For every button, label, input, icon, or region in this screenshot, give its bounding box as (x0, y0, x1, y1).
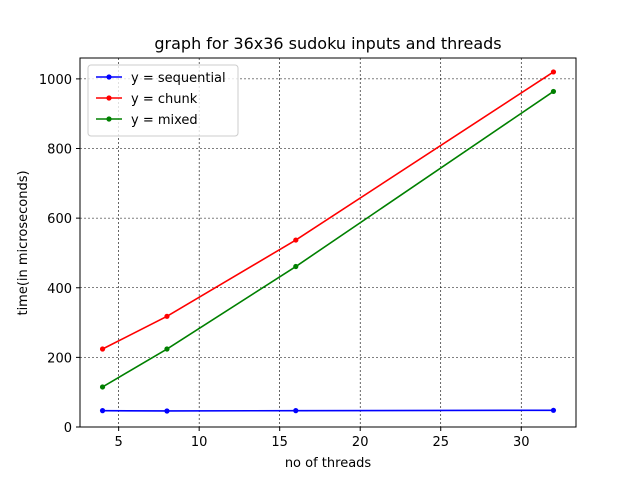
data-point-chunk (550, 69, 557, 75)
legend-label-chunk: y = chunk (131, 92, 198, 107)
y-tick-label: 400 (47, 282, 72, 297)
legend-box (87, 64, 239, 137)
x-tick-label: 25 (432, 435, 449, 450)
legend-marker-mixed (106, 116, 112, 122)
chart-title: graph for 36x36 sudoku inputs and thread… (154, 34, 501, 53)
x-tick-label: 20 (352, 435, 369, 450)
data-point-chunk (164, 313, 170, 319)
x-tick-label: 30 (513, 435, 530, 450)
y-axis-label: time(in microseconds) (16, 170, 31, 315)
series-line-sequential (102, 409, 554, 412)
data-point-sequential (293, 408, 299, 414)
y-tick-label: 0 (64, 421, 72, 436)
legend-marker-chunk (106, 95, 112, 101)
plot-frame (79, 57, 577, 428)
x-tick-label: 10 (191, 435, 208, 450)
legend-label-mixed: y = mixed (131, 113, 198, 128)
data-point-mixed (164, 346, 170, 352)
x-tick-label: 5 (115, 435, 123, 450)
x-tick-label: 15 (271, 435, 288, 450)
series-line-chunk (102, 71, 554, 350)
y-tick-label: 200 (47, 351, 72, 366)
data-point-sequential (164, 408, 170, 414)
y-tick-label: 1000 (39, 73, 72, 88)
data-point-mixed (99, 384, 106, 390)
legend-marker-sequential (106, 74, 112, 80)
y-tick-label: 600 (47, 212, 72, 227)
data-point-mixed (550, 88, 557, 95)
data-point-sequential (99, 408, 106, 414)
data-point-chunk (293, 237, 299, 243)
legend-label-sequential: y = sequential (131, 71, 226, 86)
data-point-mixed (293, 263, 299, 270)
series-layer (99, 69, 557, 414)
series-line-mixed (102, 90, 554, 388)
data-point-chunk (99, 346, 106, 352)
y-tick-label: 800 (47, 143, 72, 158)
axis-ticks: 5 10 15 20 25 30 0 200 400 600 800 1000 (39, 73, 530, 450)
x-axis-label: no of threads (285, 456, 372, 471)
legend: y = sequential y = chunk y = mixed (87, 64, 239, 137)
data-point-sequential (550, 407, 557, 413)
